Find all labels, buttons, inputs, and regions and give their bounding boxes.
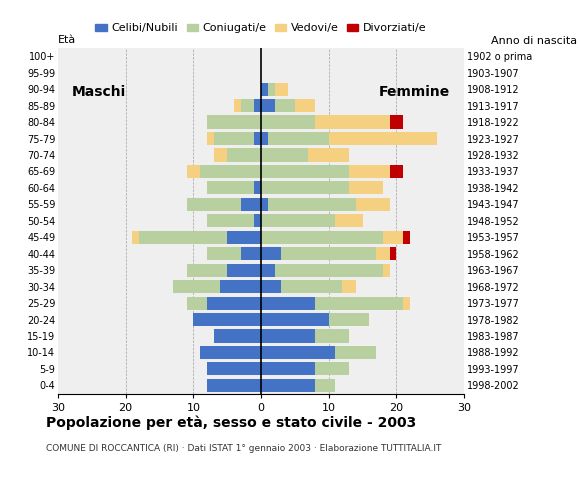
Bar xyxy=(254,214,261,228)
Bar xyxy=(213,148,227,162)
Bar xyxy=(261,280,281,293)
Bar xyxy=(220,280,261,293)
Bar xyxy=(187,198,241,211)
Bar xyxy=(315,116,390,129)
Bar xyxy=(335,214,362,228)
Bar xyxy=(207,247,241,260)
Bar xyxy=(261,231,383,244)
Bar xyxy=(132,231,139,244)
Bar xyxy=(227,148,261,162)
Bar xyxy=(207,297,261,310)
Bar xyxy=(213,329,261,343)
Bar xyxy=(335,346,376,359)
Bar xyxy=(383,231,403,244)
Bar xyxy=(403,297,410,310)
Bar xyxy=(241,198,261,211)
Bar xyxy=(295,99,315,112)
Bar xyxy=(187,264,227,277)
Bar xyxy=(207,132,213,145)
Bar xyxy=(383,264,390,277)
Bar xyxy=(376,247,390,260)
Bar xyxy=(227,264,261,277)
Bar xyxy=(261,83,268,96)
Bar xyxy=(261,362,315,375)
Bar xyxy=(261,148,309,162)
Bar xyxy=(139,231,227,244)
Bar xyxy=(349,181,383,194)
Bar xyxy=(261,165,349,178)
Bar xyxy=(261,181,349,194)
Legend: Celibi/Nubili, Coniugati/e, Vedovi/e, Divorziati/e: Celibi/Nubili, Coniugati/e, Vedovi/e, Di… xyxy=(91,19,431,38)
Text: Anno di nascita: Anno di nascita xyxy=(491,36,577,46)
Bar xyxy=(254,181,261,194)
Text: COMUNE DI ROCCANTICA (RI) · Dati ISTAT 1° gennaio 2003 · Elaborazione TUTTITALIA: COMUNE DI ROCCANTICA (RI) · Dati ISTAT 1… xyxy=(46,444,442,453)
Bar xyxy=(390,116,403,129)
Bar xyxy=(329,313,369,326)
Bar xyxy=(309,148,349,162)
Bar xyxy=(173,280,220,293)
Bar xyxy=(261,379,315,392)
Text: Femmine: Femmine xyxy=(379,84,451,98)
Bar xyxy=(274,264,383,277)
Text: Maschi: Maschi xyxy=(71,84,126,98)
Bar xyxy=(207,362,261,375)
Bar xyxy=(227,231,261,244)
Bar xyxy=(200,346,261,359)
Bar xyxy=(268,198,356,211)
Bar xyxy=(315,379,335,392)
Bar xyxy=(261,198,268,211)
Text: Popolazione per età, sesso e stato civile - 2003: Popolazione per età, sesso e stato civil… xyxy=(46,415,416,430)
Bar xyxy=(390,247,396,260)
Bar xyxy=(261,99,274,112)
Bar xyxy=(254,99,261,112)
Bar xyxy=(200,165,261,178)
Bar xyxy=(241,247,261,260)
Bar xyxy=(193,313,261,326)
Bar xyxy=(268,83,274,96)
Bar xyxy=(261,214,335,228)
Bar xyxy=(281,247,376,260)
Bar xyxy=(390,165,403,178)
Bar xyxy=(268,132,329,145)
Bar xyxy=(342,280,356,293)
Bar xyxy=(254,132,261,145)
Bar xyxy=(281,280,342,293)
Bar xyxy=(315,297,403,310)
Bar xyxy=(207,181,254,194)
Bar xyxy=(274,99,295,112)
Bar xyxy=(261,346,335,359)
Bar xyxy=(315,362,349,375)
Bar xyxy=(261,329,315,343)
Bar xyxy=(315,329,349,343)
Bar xyxy=(261,116,315,129)
Bar xyxy=(207,116,261,129)
Bar xyxy=(261,132,268,145)
Bar xyxy=(261,247,281,260)
Bar xyxy=(329,132,437,145)
Bar xyxy=(207,379,261,392)
Bar xyxy=(213,132,254,145)
Bar xyxy=(187,165,200,178)
Bar xyxy=(349,165,390,178)
Text: Età: Età xyxy=(58,35,76,45)
Bar xyxy=(207,214,254,228)
Bar xyxy=(241,99,254,112)
Bar xyxy=(261,264,274,277)
Bar xyxy=(274,83,288,96)
Bar xyxy=(261,297,315,310)
Bar xyxy=(261,313,329,326)
Bar xyxy=(234,99,241,112)
Bar xyxy=(187,297,207,310)
Bar xyxy=(356,198,390,211)
Bar xyxy=(403,231,410,244)
